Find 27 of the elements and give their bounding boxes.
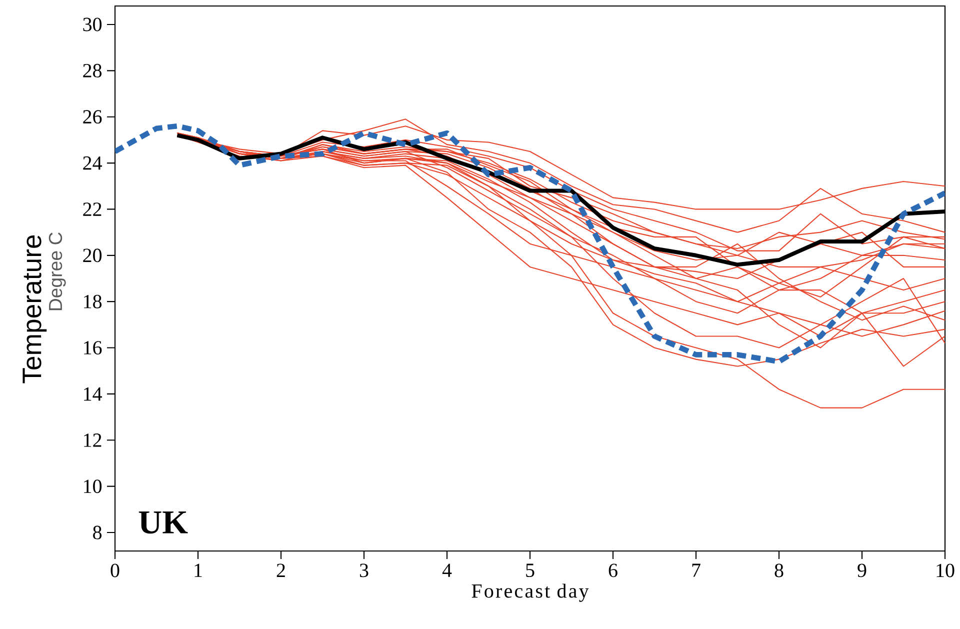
y-tick-label: 16 [84,341,102,354]
x-tick-label: 0 [110,564,120,578]
y-tick-label: 10 [84,480,102,494]
x-tick-label: 3 [360,564,368,578]
y-tick-label: 30 [83,18,102,32]
y-tick-label: 14 [84,387,102,401]
y-tick-label: 28 [83,64,102,78]
y-tick-label: 22 [83,202,102,216]
x-tick-label: 4 [442,564,452,577]
y-tick-label: 26 [83,110,102,124]
x-tick-label: 9 [858,564,866,578]
text: Degree C [48,232,66,310]
y-tick-label: 20 [83,248,102,262]
y-tick-label: 8 [93,526,102,540]
x-tick-label: 6 [608,564,618,578]
x-tick-label: 2 [276,564,285,577]
annotation: UK [138,511,188,534]
x-tick-label: 1 [194,564,202,577]
y-tick-label: 12 [84,434,102,447]
y-axis-title: Temperature [22,235,47,384]
y-tick-label: 18 [84,294,102,308]
x-axis-title: Forecast day [472,584,589,602]
x-tick-label: 8 [774,564,784,578]
x-tick-label: 7 [692,564,700,577]
x-tick-label: 5 [526,564,534,577]
y-tick-label: 24 [83,156,102,170]
x-tick-label: 10 [936,564,954,578]
